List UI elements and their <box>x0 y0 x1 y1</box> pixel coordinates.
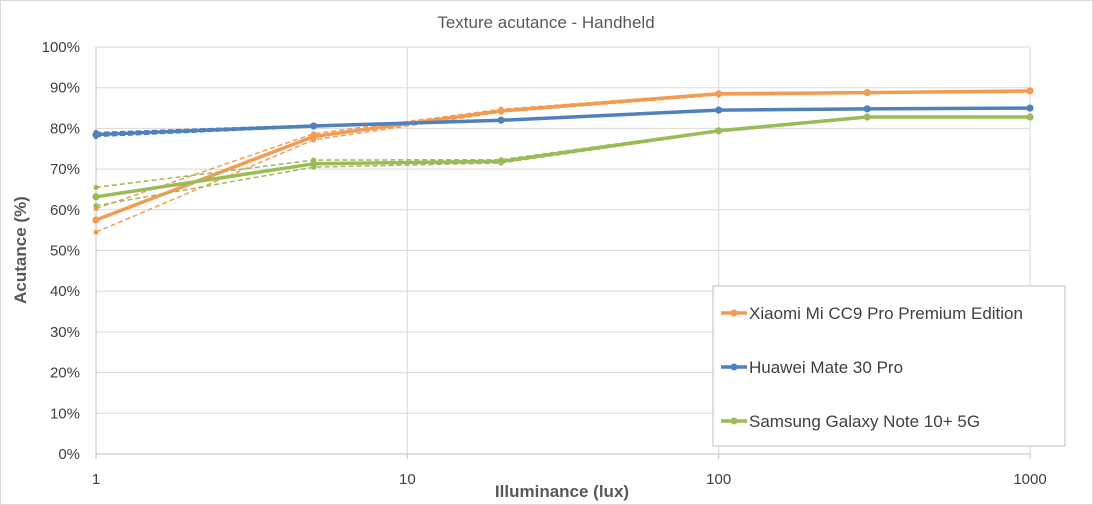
series-variant-point <box>93 229 99 235</box>
series-main-point <box>715 127 723 135</box>
y-tick-label: 30% <box>50 324 80 341</box>
series-main-point <box>1026 113 1034 121</box>
series-main-point <box>715 106 723 114</box>
y-tick-label: 80% <box>50 120 80 137</box>
series-main-point <box>92 216 100 224</box>
x-tick-label: 1000 <box>1013 471 1046 488</box>
series-2 <box>92 104 1034 140</box>
series-main-point <box>497 157 505 165</box>
series-variant-point <box>93 184 99 191</box>
series-main-point <box>863 113 871 121</box>
x-tick-label: 1 <box>92 471 100 488</box>
y-tick-labels: 0% 10% 20% 30% 40% 50% 60% 70% 80% 90% 100% <box>42 39 80 463</box>
legend-label: Xiaomi Mi CC9 Pro Premium Edition <box>749 304 1023 323</box>
legend-swatch-marker <box>730 363 738 371</box>
series-main-point <box>92 130 100 139</box>
legend-swatch-marker <box>730 309 738 317</box>
axes <box>95 47 1031 459</box>
legend-box <box>712 285 1066 447</box>
series-main-point <box>310 160 318 168</box>
series-main-point <box>1026 87 1034 95</box>
y-tick-label: 90% <box>50 80 80 97</box>
legend-label: Huawei Mate 30 Pro <box>749 358 903 377</box>
legend: Xiaomi Mi CC9 Pro Premium Edition Huawei … <box>712 285 1066 447</box>
y-tick-label: 60% <box>50 202 80 219</box>
series-main-line <box>94 106 1032 137</box>
y-tick-label: 100% <box>42 39 80 56</box>
series-main-point <box>863 88 871 97</box>
series-main-point <box>497 116 505 124</box>
series-variant-point <box>93 203 99 209</box>
x-tick-labels: 1 10 100 1000 <box>92 471 1047 488</box>
series-main-point <box>310 122 318 130</box>
x-tick-label: 10 <box>399 471 416 488</box>
series-main-line <box>94 115 1032 199</box>
x-axis-title: Illuminance (lux) <box>495 482 629 501</box>
data-series <box>92 87 1034 235</box>
y-tick-label: 20% <box>50 365 80 382</box>
y-tick-label: 40% <box>50 283 80 300</box>
series-main-point <box>715 90 723 98</box>
legend-item-2: Huawei Mate 30 Pro <box>721 358 903 377</box>
y-tick-label: 0% <box>58 446 80 463</box>
legend-item-1: Xiaomi Mi CC9 Pro Premium Edition <box>721 304 1023 323</box>
y-tick-label: 70% <box>50 161 80 178</box>
chart-title: Texture acutance - Handheld <box>437 13 654 32</box>
series-1 <box>92 87 1034 235</box>
legend-swatch-marker <box>730 417 738 425</box>
x-tick-label: 100 <box>706 471 731 488</box>
y-axis-title: Acutance (%) <box>11 196 30 304</box>
series-main-point <box>92 193 100 201</box>
series-main-point <box>863 105 871 113</box>
legend-label: Samsung Galaxy Note 10+ 5G <box>749 412 980 431</box>
y-tick-label: 50% <box>50 243 80 260</box>
series-main-point <box>497 107 505 115</box>
series-main-point <box>1026 104 1034 112</box>
legend-item-3: Samsung Galaxy Note 10+ 5G <box>721 412 980 431</box>
y-tick-label: 10% <box>50 405 80 422</box>
series-3 <box>92 113 1034 209</box>
series-main-line <box>94 89 1032 222</box>
series-main-point <box>310 132 318 141</box>
